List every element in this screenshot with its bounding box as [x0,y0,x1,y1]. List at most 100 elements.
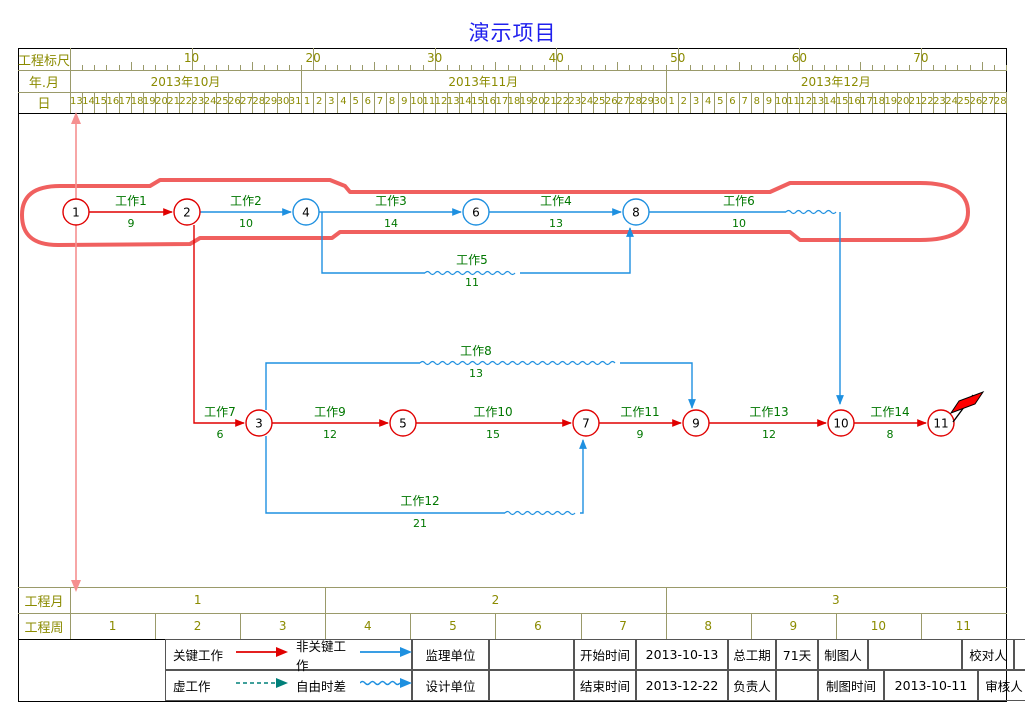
scale-tick [617,62,618,70]
network-node-2[interactable]: 2 [173,198,201,226]
free-float-wavy [419,360,616,366]
scale-tick [824,65,825,70]
network-node-1[interactable]: 1 [62,198,90,226]
grid-line [155,613,156,639]
unit-value [489,670,574,701]
grid-line [836,92,837,113]
activity-duration: 10 [732,217,746,230]
grid-line [179,92,180,113]
activity-name: 工作4 [540,194,572,208]
day-cell: 23 [568,96,582,107]
activity-arrow [265,362,420,410]
info-label-text: 开始时间 [579,648,630,663]
network-node-9[interactable]: 9 [682,409,710,437]
scale-tick [155,65,156,70]
grid-line [155,92,156,113]
activity-duration: 21 [413,517,427,530]
scale-number: 10 [183,51,200,65]
info-value: 2013-10-13 [636,639,728,670]
activity-name: 工作11 [620,405,659,419]
footer-week-cell: 5 [449,619,457,633]
node-label: 2 [183,206,191,220]
grid-line [933,92,934,113]
node-circle [462,198,490,226]
node-circle [173,198,201,226]
day-cell: 27 [981,96,995,107]
node-label: 10 [833,417,848,431]
info-label: 制图人 [818,639,868,670]
grid-line [386,92,387,113]
network-node-11[interactable]: 11 [927,409,955,437]
grid-line [18,613,1007,614]
free-float-wavy [504,510,576,516]
day-cell: 29 [641,96,655,107]
network-node-5[interactable]: 5 [389,409,417,437]
legend-label: 非关键工作 [296,638,347,673]
footer-week-cell: 9 [789,619,798,633]
info-label-text: 负责人 [733,679,771,694]
scale-tick [520,65,521,70]
grid-line [581,92,582,113]
day-cell: 9 [765,96,773,107]
scale-tick [228,65,229,70]
info-value-text: 2013-12-22 [645,678,719,693]
scale-number: 20 [305,51,321,65]
scale-tick [325,65,326,70]
grid-line [483,92,484,113]
scale-tick [836,65,837,70]
grid-line [313,92,314,113]
grid-line [277,92,278,113]
day-cell: 2 [315,96,323,107]
network-node-3[interactable]: 3 [245,409,273,437]
node-circle [827,409,855,437]
legend-symbol-solid-red-arrow [236,645,288,664]
grid-line [909,92,910,113]
scale-tick [739,62,740,70]
day-cell: 13 [811,96,825,107]
day-cell: 1 [668,96,675,107]
day-cell: 16 [106,96,120,107]
legend-label: 自由时差 [296,679,347,694]
day-cell: 7 [741,96,748,107]
day-cell: 18 [130,96,144,107]
activity-duration: 13 [469,367,483,380]
grid-line [398,92,399,113]
legend-cell-row1 [165,639,412,670]
time-marker-arrow-top [71,112,81,124]
unit-label: 监理单位 [412,639,489,670]
day-cell: 16 [847,96,861,107]
network-node-7[interactable]: 7 [572,409,600,437]
day-cell: 25 [592,96,606,107]
node-circle [927,409,955,437]
grid-line [884,92,885,113]
node-circle [572,409,600,437]
day-cell: 28 [252,96,266,107]
grid-line [714,92,715,113]
network-node-6[interactable]: 6 [462,198,490,226]
network-node-10[interactable]: 10 [827,409,855,437]
activity-name: 工作7 [204,405,236,419]
day-cell: 4 [704,96,712,107]
day-cell: 16 [483,96,497,107]
day-cell: 17 [860,96,873,107]
node-circle [389,409,417,437]
day-cell: 15 [94,96,108,107]
scale-tick [374,62,375,70]
legend-symbol-dashed-teal-arrow [236,676,288,695]
network-node-4[interactable]: 4 [292,198,320,226]
scale-tick [556,48,557,70]
scale-tick [495,62,496,70]
gantt-network-frame [18,48,1007,702]
day-cell: 31 [288,96,302,107]
day-cell: 23 [191,96,205,107]
day-cell: 13 [70,96,83,107]
legend-item: 关键工作 [165,639,288,670]
grid-line [301,70,302,92]
grid-line [508,92,509,113]
scale-tick [726,65,727,70]
activity-name: 工作3 [375,194,407,208]
scale-tick [82,65,83,70]
scale-number: 70 [913,51,929,65]
day-cell: 6 [364,96,371,107]
network-node-8[interactable]: 8 [622,198,650,226]
